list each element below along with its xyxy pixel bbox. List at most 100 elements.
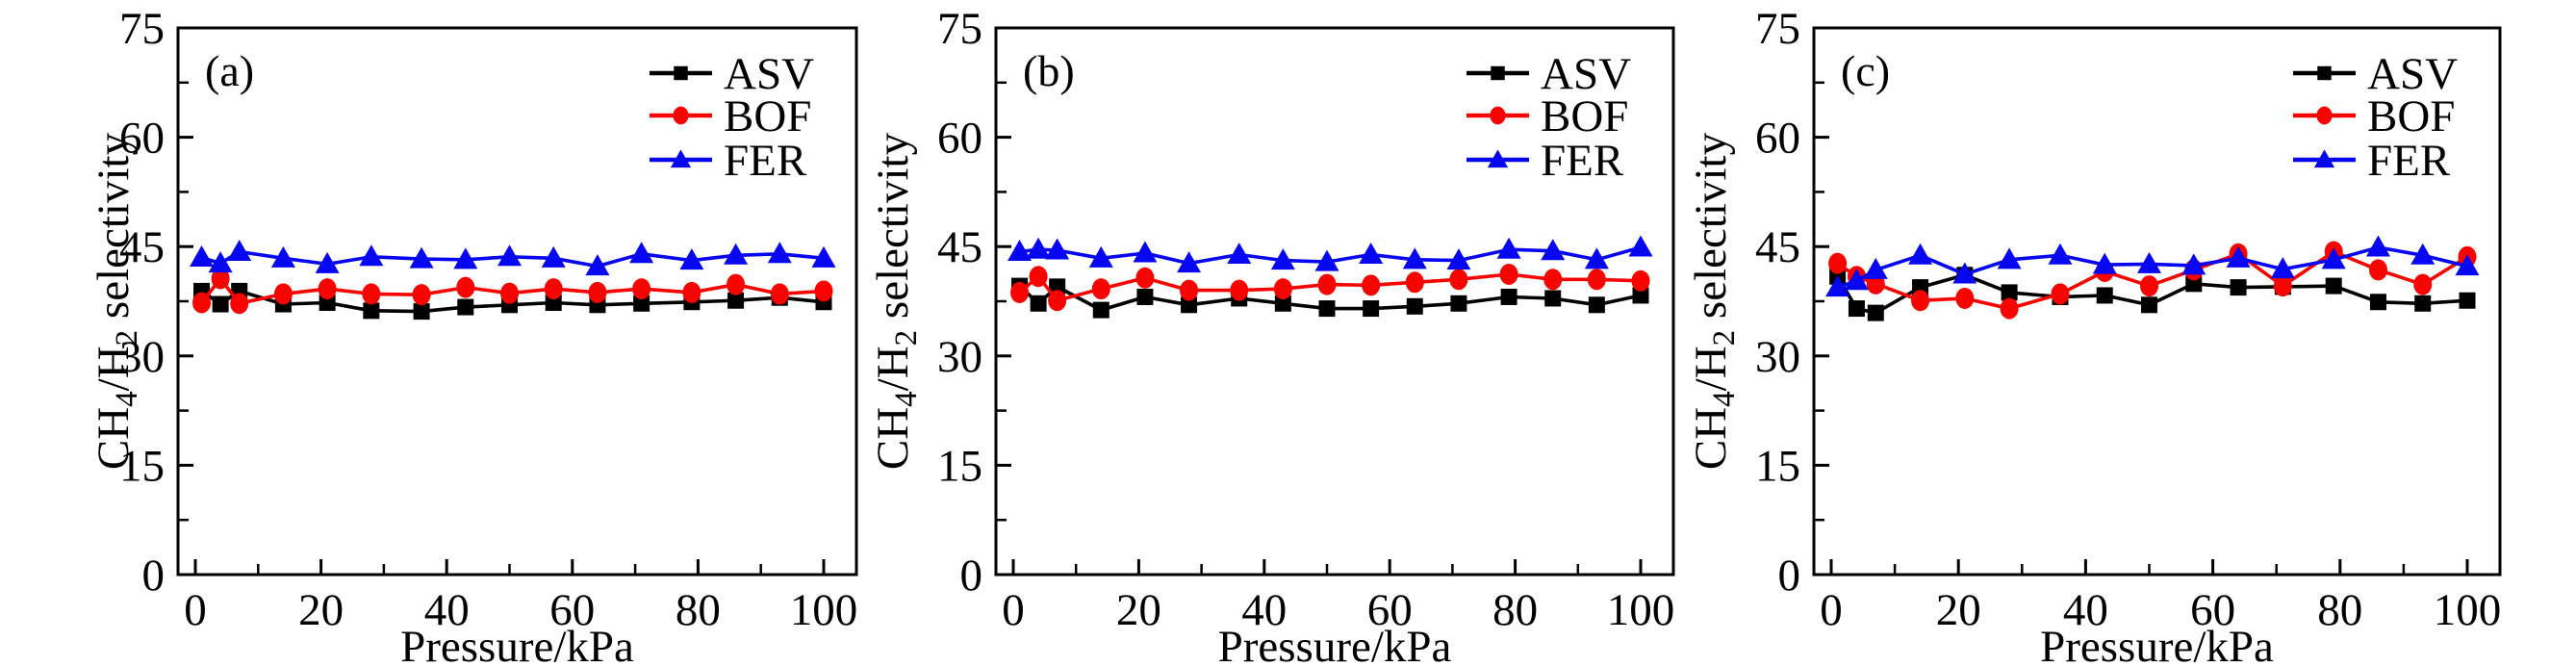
x-axis-label: Pressure/kPa: [1218, 622, 1452, 667]
data-point-circle-icon: [362, 283, 381, 305]
series-bof: [1010, 263, 1650, 312]
panel-b: 0 15 30 45 60 75 0 20 40 60 80 100 Pressure/kPa CH4/H…: [868, 4, 1675, 667]
data-point-circle-icon: [1499, 263, 1518, 285]
data-point-circle-icon: [2051, 283, 2070, 305]
data-point-triangle-icon: [1227, 243, 1252, 265]
data-point-triangle-icon: [1997, 247, 2022, 269]
data-point-circle-icon: [1135, 267, 1155, 289]
legend-label: ASV: [1541, 49, 1631, 99]
data-point-triangle-icon: [2092, 252, 2117, 274]
x-axis-label: Pressure/kPa: [2040, 622, 2274, 667]
data-point-square-icon: [2141, 296, 2157, 314]
data-point-triangle-icon: [541, 245, 566, 268]
series-line-bof: [1836, 249, 2468, 311]
panel-a: 0 15 30 45 60 75 0 20 40 60 80 100 Pressure/kPa CH4/H…: [89, 4, 858, 667]
data-point-triangle-icon: [1496, 237, 1521, 259]
series-line-fer: [1019, 245, 1642, 266]
data-point-circle-icon: [682, 281, 701, 303]
data-point-triangle-icon: [1402, 247, 1427, 269]
data-point-triangle-icon: [409, 246, 434, 269]
data-point-circle-icon: [1911, 290, 1930, 312]
plot-box: [994, 26, 1675, 577]
x-tick-label: 0: [1002, 585, 1025, 635]
data-point-square-icon: [1544, 290, 1562, 307]
data-point-triangle-icon: [270, 245, 295, 268]
data-point-circle-icon: [2368, 259, 2387, 281]
legend-marker-circle-icon: [673, 106, 689, 125]
series-line-fer: [1837, 245, 2468, 290]
legend-label: FER: [724, 136, 807, 186]
data-point-square-icon: [1588, 296, 1605, 314]
data-point-triangle-icon: [1584, 247, 1609, 269]
y-tick-label: 45: [1755, 222, 1800, 272]
y-tick-label: 60: [937, 114, 982, 164]
data-point-square-icon: [2325, 277, 2342, 295]
legend-label: FER: [2367, 136, 2451, 186]
data-point-square-icon: [1848, 300, 1865, 318]
series-line-bof: [200, 276, 825, 306]
data-point-circle-icon: [230, 293, 249, 315]
data-point-square-icon: [1181, 296, 1198, 314]
data-point-circle-icon: [632, 278, 651, 300]
data-point-circle-icon: [1587, 269, 1606, 291]
x-tick-label: 80: [2317, 585, 2362, 635]
data-point-circle-icon: [1091, 278, 1110, 300]
data-point-triangle-icon: [1088, 245, 1113, 268]
y-axis-label: CH4/H2 selectivity: [1686, 132, 1742, 470]
data-point-circle-icon: [1180, 279, 1199, 301]
data-point-square-icon: [1867, 304, 1884, 321]
data-point-triangle-icon: [1446, 248, 1471, 270]
data-point-circle-icon: [412, 284, 431, 306]
data-point-triangle-icon: [227, 240, 252, 262]
plot-box: [176, 26, 858, 577]
data-point-circle-icon: [1273, 278, 1292, 300]
x-tick-label: 100: [2434, 585, 2502, 635]
y-tick-label: 45: [937, 222, 982, 272]
data-point-circle-icon: [1631, 269, 1650, 292]
legend-item-fer: FER: [2293, 136, 2451, 186]
data-point-triangle-icon: [1359, 243, 1384, 265]
y-tick-label: 0: [1778, 551, 1801, 601]
legend-item-asv: ASV: [2293, 49, 2458, 99]
legend-marker-square-icon: [1491, 65, 1505, 81]
legend-item-fer: FER: [1467, 136, 1624, 186]
series-line-asv: [1018, 284, 1642, 312]
y-axis-label: CH4/H2 selectivity: [89, 132, 144, 470]
data-point-triangle-icon: [2137, 251, 2161, 273]
data-point-triangle-icon: [1177, 251, 1202, 273]
data-point-triangle-icon: [2365, 235, 2390, 257]
data-point-triangle-icon: [724, 243, 749, 265]
data-point-square-icon: [1363, 300, 1380, 318]
data-point-triangle-icon: [497, 244, 522, 267]
panel-letter: (b): [1023, 46, 1075, 95]
data-point-square-icon: [1406, 297, 1423, 315]
data-point-triangle-icon: [1007, 240, 1033, 262]
data-point-triangle-icon: [359, 244, 384, 267]
panel-c: 0 15 30 45 60 75 0 20 40 60 80 100 Pressure/kPa CH4/H…: [1686, 4, 2502, 667]
data-point-square-icon: [2230, 279, 2247, 296]
series-line-bof: [1018, 272, 1642, 303]
y-tick-label: 30: [937, 332, 982, 382]
x-tick-label: 20: [1936, 585, 1981, 635]
data-point-triangle-icon: [1541, 239, 1566, 261]
data-point-triangle-icon: [453, 247, 478, 269]
legend-marker-square-icon: [2317, 65, 2332, 81]
y-tick-label: 15: [1755, 441, 1800, 491]
y-tick-label: 75: [937, 4, 982, 54]
data-point-circle-icon: [1405, 271, 1424, 294]
legend-marker-square-icon: [674, 65, 688, 81]
series-fer: [190, 240, 836, 276]
data-point-triangle-icon: [629, 242, 654, 264]
panel-letter: (c): [1841, 46, 1890, 95]
legend-label: ASV: [2367, 49, 2458, 99]
x-tick-label: 60: [1367, 585, 1413, 635]
data-point-circle-icon: [1317, 273, 1337, 295]
data-point-circle-icon: [1955, 287, 1975, 309]
legend-marker-circle-icon: [1490, 106, 1506, 125]
data-point-circle-icon: [211, 268, 230, 290]
data-point-circle-icon: [2000, 297, 2019, 320]
legend-item-bof: BOF: [650, 91, 811, 141]
x-tick-label: 80: [676, 585, 721, 635]
